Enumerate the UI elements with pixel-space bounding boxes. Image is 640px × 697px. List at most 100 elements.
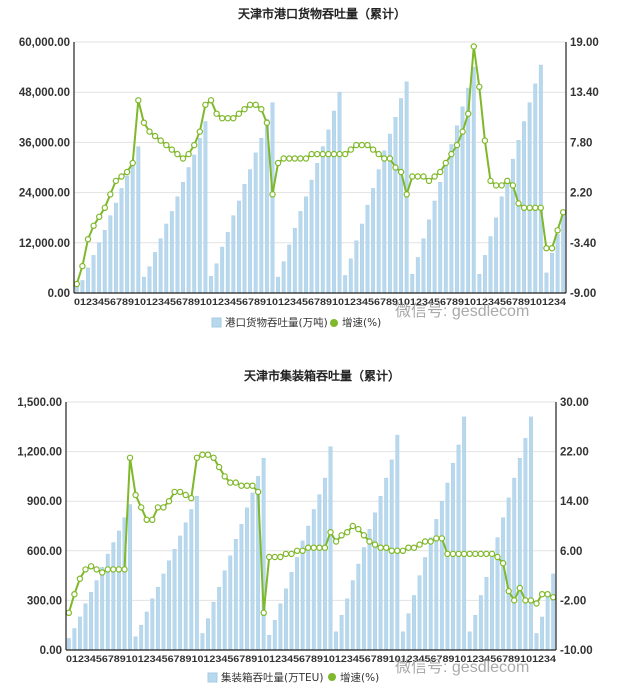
growth-point — [466, 550, 473, 558]
bar — [300, 540, 305, 651]
growth-point — [550, 594, 557, 601]
bar — [393, 117, 398, 294]
bar — [228, 555, 233, 651]
bar — [406, 613, 411, 651]
growth-point — [520, 204, 528, 211]
growth-point — [455, 550, 462, 558]
growth-point — [252, 101, 259, 109]
growth-point — [499, 559, 507, 567]
bar — [108, 215, 113, 294]
bar — [529, 416, 533, 651]
container-chart-svg: 天津市集装箱吞吐量（累计） 0.00 -10.00 300.00 -2.00 600.0… — [17, 368, 592, 684]
growth-point — [509, 182, 517, 189]
growth-point — [101, 204, 109, 211]
growth-point — [199, 451, 206, 458]
bar — [320, 146, 325, 294]
bar — [427, 219, 431, 294]
bar — [276, 276, 281, 294]
growth-point — [165, 497, 173, 505]
growth-point — [129, 159, 136, 167]
y-right-tick-label: 13.40 — [570, 87, 599, 99]
bar — [371, 188, 376, 294]
bar — [128, 504, 132, 651]
growth-point — [202, 101, 209, 109]
bar — [186, 167, 191, 294]
growth-point — [135, 97, 142, 104]
bar — [130, 161, 135, 294]
bar — [147, 266, 152, 294]
growth-point — [314, 150, 321, 158]
growth-point — [93, 566, 100, 573]
bar — [102, 230, 107, 294]
bar — [339, 615, 344, 651]
y-left-tick-label: 60,000.00 — [19, 37, 70, 49]
chart-title: 天津市港口货物吞吐量（累计） — [238, 6, 406, 21]
bar — [304, 196, 308, 294]
growth-point — [188, 494, 195, 502]
growth-point — [526, 204, 533, 211]
bar — [382, 150, 387, 294]
bar — [356, 563, 361, 651]
growth-point — [344, 528, 351, 536]
growth-point — [84, 235, 92, 243]
chart-legend: 港口货物吞吐量(万吨) 增速(%) — [211, 316, 381, 329]
growth-point — [168, 146, 175, 153]
bar — [376, 169, 381, 294]
bar — [200, 633, 205, 651]
bar — [350, 580, 355, 651]
growth-point — [437, 168, 444, 176]
bar — [505, 177, 510, 294]
bar — [456, 444, 461, 651]
bar — [220, 246, 225, 294]
bar — [77, 616, 82, 651]
bar — [400, 631, 405, 651]
growth-point — [258, 105, 265, 113]
growth-point — [522, 597, 529, 604]
bar — [415, 257, 420, 294]
bar — [289, 572, 294, 651]
growth-point — [392, 164, 399, 171]
legend-line-swatch — [330, 319, 338, 327]
growth-point — [238, 482, 245, 489]
growth-point — [121, 566, 128, 573]
growth-point — [381, 155, 388, 162]
growth-point — [126, 454, 134, 462]
growth-point — [543, 244, 550, 252]
bar — [245, 507, 249, 651]
growth-point — [371, 541, 379, 548]
growth-point — [204, 451, 212, 458]
growth-point — [416, 541, 423, 548]
growth-point — [71, 590, 78, 598]
y-right-tick-label: 6.00 — [560, 546, 582, 558]
growth-point — [494, 553, 501, 561]
bar — [438, 181, 443, 294]
growth-point — [176, 488, 184, 496]
growth-point — [182, 491, 189, 499]
y-right-tick-label: 30.00 — [560, 397, 589, 409]
growth-point — [414, 173, 421, 180]
growth-point — [488, 550, 496, 558]
growth-point — [160, 504, 167, 511]
bar — [510, 158, 515, 294]
growth-point — [554, 227, 561, 234]
bar — [512, 477, 517, 651]
growth-point — [444, 550, 451, 558]
growth-point — [293, 547, 301, 554]
growth-point — [336, 150, 343, 158]
bar — [278, 603, 283, 651]
growth-point — [143, 516, 150, 523]
legend-bar-swatch — [211, 317, 222, 328]
growth-point — [95, 213, 103, 220]
growth-point — [383, 544, 390, 551]
legend-line-label: 增速(%) — [340, 671, 379, 684]
y-left-tick-label: 1,500.00 — [17, 397, 62, 409]
growth-point — [179, 155, 187, 162]
growth-point — [532, 204, 539, 211]
bar — [484, 577, 489, 651]
growth-point — [465, 110, 472, 117]
growth-point — [266, 553, 273, 561]
bar — [389, 459, 394, 651]
bar — [540, 616, 545, 651]
growth-point — [425, 177, 433, 185]
bar — [449, 144, 454, 294]
